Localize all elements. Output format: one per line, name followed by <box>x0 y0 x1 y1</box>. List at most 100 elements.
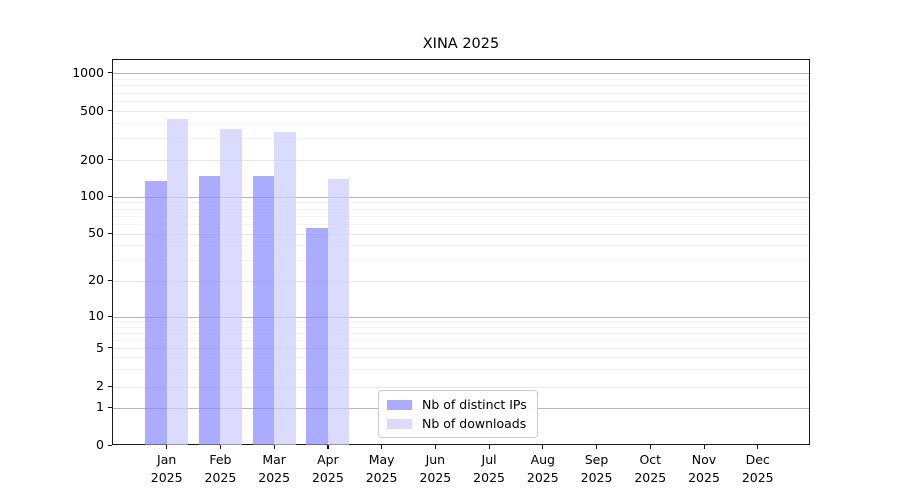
y-tick-mark <box>108 110 112 112</box>
gridline-4 <box>113 357 809 359</box>
gridline-9 <box>113 321 809 323</box>
x-tick-mark <box>596 445 598 449</box>
x-tick-year: 2025 <box>258 470 291 485</box>
y-tick-mark <box>108 159 112 161</box>
legend: Nb of distinct IPs Nb of downloads <box>378 390 538 438</box>
x-tick-month: Jun <box>425 452 446 467</box>
x-tick-month: Oct <box>639 452 662 467</box>
chart-title: XINA 2025 <box>422 36 500 52</box>
y-tick-label-20: 20 <box>88 272 104 287</box>
gridline-7 <box>113 332 809 334</box>
x-tick-mark <box>542 445 544 449</box>
bar-nb-of-downloads-jan <box>166 119 189 445</box>
legend-swatch-icon <box>387 399 412 410</box>
y-tick-label-5: 5 <box>96 339 104 355</box>
x-tick-mark <box>649 445 651 449</box>
legend-item: Nb of distinct IPs <box>387 397 527 412</box>
legend-label: Nb of distinct IPs <box>422 397 527 412</box>
bar-nb-of-distinct-ips-feb <box>198 175 221 445</box>
gridline-800 <box>113 85 809 87</box>
bar-nb-of-distinct-ips-apr <box>306 228 328 445</box>
gridline-10 <box>113 316 809 318</box>
x-tick-year: 2025 <box>204 470 237 485</box>
x-tick-label-may: May 2025 <box>352 451 412 487</box>
gridline-5 <box>113 348 809 349</box>
gridline-600 <box>113 101 809 103</box>
gridline-1000 <box>113 73 809 75</box>
x-tick-mark <box>381 445 383 449</box>
legend-swatch-icon <box>387 418 412 429</box>
x-tick-label-mar: Mar 2025 <box>244 451 304 487</box>
y-tick-label-500: 500 <box>80 102 104 118</box>
x-tick-month: Jan <box>157 452 177 467</box>
gridline-6 <box>113 339 809 341</box>
gridline-100 <box>113 196 809 198</box>
x-tick-year: 2025 <box>365 470 398 485</box>
gridline-40 <box>113 245 809 247</box>
x-tick-label-aug: Aug 2025 <box>513 451 573 487</box>
gridline-90 <box>113 202 809 204</box>
gridline-900 <box>113 78 809 80</box>
x-tick-month: Nov <box>691 452 717 467</box>
bar-nb-of-downloads-feb <box>220 128 242 445</box>
x-tick-mark <box>166 445 168 449</box>
bar-nb-of-distinct-ips-jan <box>145 180 167 445</box>
legend-label: Nb of downloads <box>422 416 527 431</box>
x-tick-mark <box>703 445 705 449</box>
x-tick-mark <box>327 445 329 449</box>
x-tick-month: Apr <box>317 452 339 467</box>
y-tick-label-0: 0 <box>96 437 104 452</box>
x-tick-year: 2025 <box>741 470 774 485</box>
gridline-80 <box>113 208 809 210</box>
bar-nb-of-downloads-mar <box>274 132 296 445</box>
x-tick-month: Mar <box>262 452 286 467</box>
x-tick-label-feb: Feb 2025 <box>190 451 250 487</box>
x-tick-month: Feb <box>209 452 232 467</box>
gridline-400 <box>113 123 809 125</box>
x-tick-label-jan: Jan 2025 <box>137 451 197 487</box>
y-tick-label-2: 2 <box>96 378 104 393</box>
y-tick-label-50: 50 <box>88 225 104 241</box>
x-tick-label-jun: Jun 2025 <box>405 451 465 487</box>
x-tick-year: 2025 <box>526 470 559 485</box>
x-tick-year: 2025 <box>419 470 452 485</box>
gridline-500 <box>113 111 809 113</box>
x-tick-label-oct: Oct 2025 <box>620 451 680 487</box>
bar-nb-of-distinct-ips-mar <box>252 176 275 445</box>
x-tick-year: 2025 <box>634 470 667 485</box>
gridline-20 <box>113 280 809 282</box>
x-tick-label-sep: Sep 2025 <box>567 451 627 487</box>
x-tick-mark <box>757 445 759 449</box>
y-tick-mark <box>108 279 112 281</box>
x-tick-month: Aug <box>530 452 555 467</box>
gridline-50 <box>113 233 809 235</box>
y-tick-mark <box>108 406 112 408</box>
gridline-3 <box>113 369 809 371</box>
x-tick-year: 2025 <box>473 470 505 485</box>
gridline-200 <box>113 160 809 161</box>
y-tick-label-1: 1 <box>96 399 104 414</box>
y-tick-mark <box>108 232 112 234</box>
legend-item: Nb of downloads <box>387 416 527 431</box>
x-tick-year: 2025 <box>150 470 183 485</box>
x-tick-label-nov: Nov 2025 <box>674 451 734 487</box>
gridline-8 <box>113 326 809 328</box>
y-tick-mark <box>108 72 112 74</box>
y-tick-mark <box>108 385 112 387</box>
y-tick-label-100: 100 <box>80 188 104 203</box>
x-tick-mark <box>434 445 437 449</box>
x-tick-year: 2025 <box>688 470 720 485</box>
x-tick-year: 2025 <box>580 470 613 485</box>
x-tick-month: Dec <box>745 452 770 467</box>
x-tick-label-dec: Dec 2025 <box>728 451 788 487</box>
x-tick-label-apr: Apr 2025 <box>298 451 358 487</box>
gridline-60 <box>113 223 809 225</box>
y-tick-mark <box>108 347 112 349</box>
gridline-2 <box>113 386 809 388</box>
x-tick-month: Jul <box>481 452 497 467</box>
gridline-300 <box>113 138 809 140</box>
plot-area: Nb of distinct IPs Nb of downloads <box>112 59 810 445</box>
gridline-700 <box>113 92 809 94</box>
x-tick-label-jul: Jul 2025 <box>459 451 519 487</box>
